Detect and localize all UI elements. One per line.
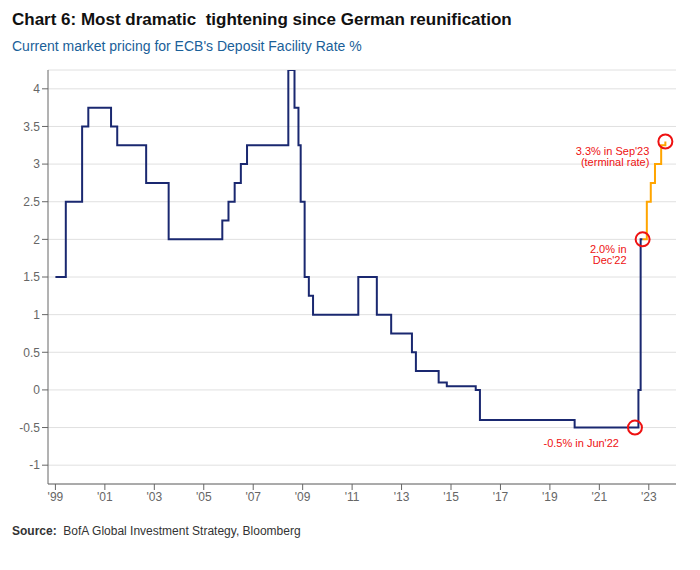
html-text:Chart 6: Most dramatic tighten: Chart 6: Most dramatic tightening since … xyxy=(12,10,512,29)
svg-text:'07: '07 xyxy=(245,490,261,504)
svg-text:-0.5: -0.5 xyxy=(19,421,40,435)
svg-text:'99: '99 xyxy=(48,490,64,504)
svg-text:'23: '23 xyxy=(641,490,657,504)
svg-text:'13: '13 xyxy=(394,490,410,504)
svg-text:'09: '09 xyxy=(295,490,311,504)
svg-text:-1: -1 xyxy=(29,458,40,472)
svg-text:-0.5% in Jun'22: -0.5% in Jun'22 xyxy=(543,436,618,448)
svg-text:4: 4 xyxy=(33,82,40,96)
svg-text:2: 2 xyxy=(33,233,40,247)
svg-text:'01: '01 xyxy=(97,490,113,504)
svg-text:'11: '11 xyxy=(345,490,360,504)
svg-text:'15: '15 xyxy=(443,490,459,504)
svg-text:3.3% in Sep'23(terminal rate): 3.3% in Sep'23(terminal rate) xyxy=(576,145,650,168)
html-text:Source: BofA Global Investment: Source: BofA Global Investment Strategy,… xyxy=(12,524,301,538)
svg-text:0.5: 0.5 xyxy=(23,346,40,360)
svg-text:0: 0 xyxy=(33,383,40,397)
svg-text:'17: '17 xyxy=(493,490,509,504)
svg-text:1.5: 1.5 xyxy=(23,270,40,284)
svg-text:'19: '19 xyxy=(542,490,558,504)
svg-text:3: 3 xyxy=(33,157,40,171)
svg-text:1: 1 xyxy=(33,308,40,322)
svg-text:3.5: 3.5 xyxy=(23,120,40,134)
svg-text:'21: '21 xyxy=(592,490,608,504)
svg-text:'05: '05 xyxy=(196,490,212,504)
svg-text:2.5: 2.5 xyxy=(23,195,40,209)
svg-text:2.0% inDec'22: 2.0% inDec'22 xyxy=(590,243,627,266)
svg-text:'03: '03 xyxy=(146,490,162,504)
html-text:Current market pricing for ECB: Current market pricing for ECB's Deposit… xyxy=(12,38,362,54)
